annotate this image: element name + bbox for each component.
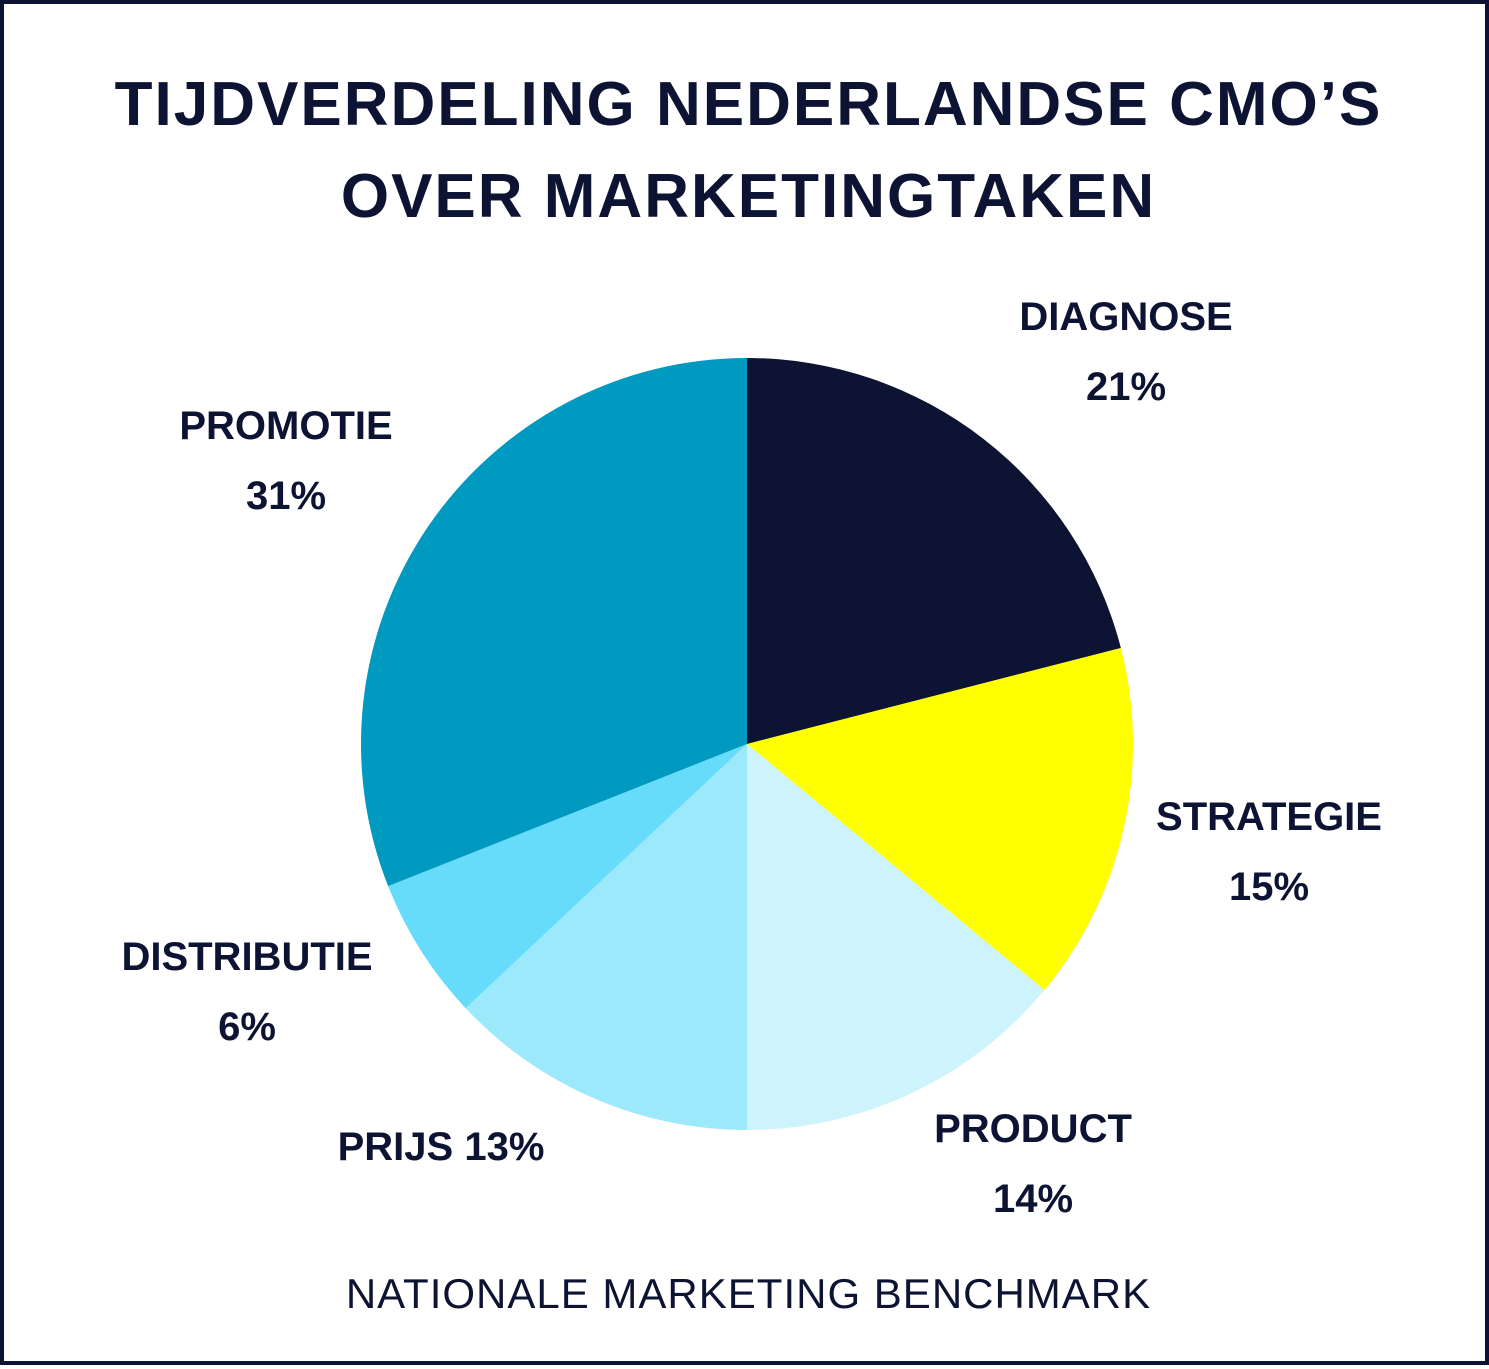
chart-title-line-1: TIJDVERDELING NEDERLANDSE CMO’S	[114, 70, 1383, 139]
pie-slice-diagnose	[747, 358, 1121, 744]
slice-name-promotie: PROMOTIE	[179, 404, 393, 448]
pie-slice-product	[747, 744, 1045, 1130]
slice-value-prijs: 13%	[464, 1125, 545, 1169]
pie-slice-prijs	[465, 744, 747, 1130]
slice-label-strategie: STRATEGIE 15%	[1156, 782, 1382, 922]
slice-label-product: PRODUCT 14%	[934, 1094, 1132, 1234]
chart-source: NATIONALE MARKETING BENCHMARK	[345, 1270, 1152, 1317]
slice-value-product: 14%	[992, 1177, 1074, 1221]
slice-name-prijs: PRIJS	[337, 1125, 454, 1169]
slice-label-promotie: PROMOTIE 31%	[179, 391, 392, 531]
slice-value-strategie: 15%	[1228, 865, 1310, 909]
chart-title-line-2: OVER MARKETINGTAKEN	[340, 162, 1157, 231]
slice-name-diagnose: DIAGNOSE	[1019, 295, 1233, 339]
slice-label-distributie: DISTRIBUTIE 6%	[121, 922, 372, 1062]
slice-value-diagnose: 21%	[1085, 365, 1167, 409]
slice-name-product: PRODUCT	[934, 1107, 1132, 1151]
pie-slice-distributie	[388, 744, 747, 1009]
slice-label-prijs: PRIJS 13%	[338, 1112, 545, 1182]
slice-name-strategie: STRATEGIE	[1156, 795, 1382, 839]
slice-label-diagnose: DIAGNOSE 21%	[1019, 282, 1232, 422]
pie-slice-strategie	[747, 648, 1133, 991]
chart-title: TIJDVERDELING NEDERLANDSE CMO’S OVER MAR…	[4, 59, 1489, 243]
slice-value-promotie: 31%	[245, 474, 327, 518]
slice-value-distributie: 6%	[218, 1005, 276, 1049]
pie-chart	[361, 358, 1133, 1130]
slice-name-distributie: DISTRIBUTIE	[121, 935, 373, 979]
pie-slice-promotie	[361, 358, 747, 887]
